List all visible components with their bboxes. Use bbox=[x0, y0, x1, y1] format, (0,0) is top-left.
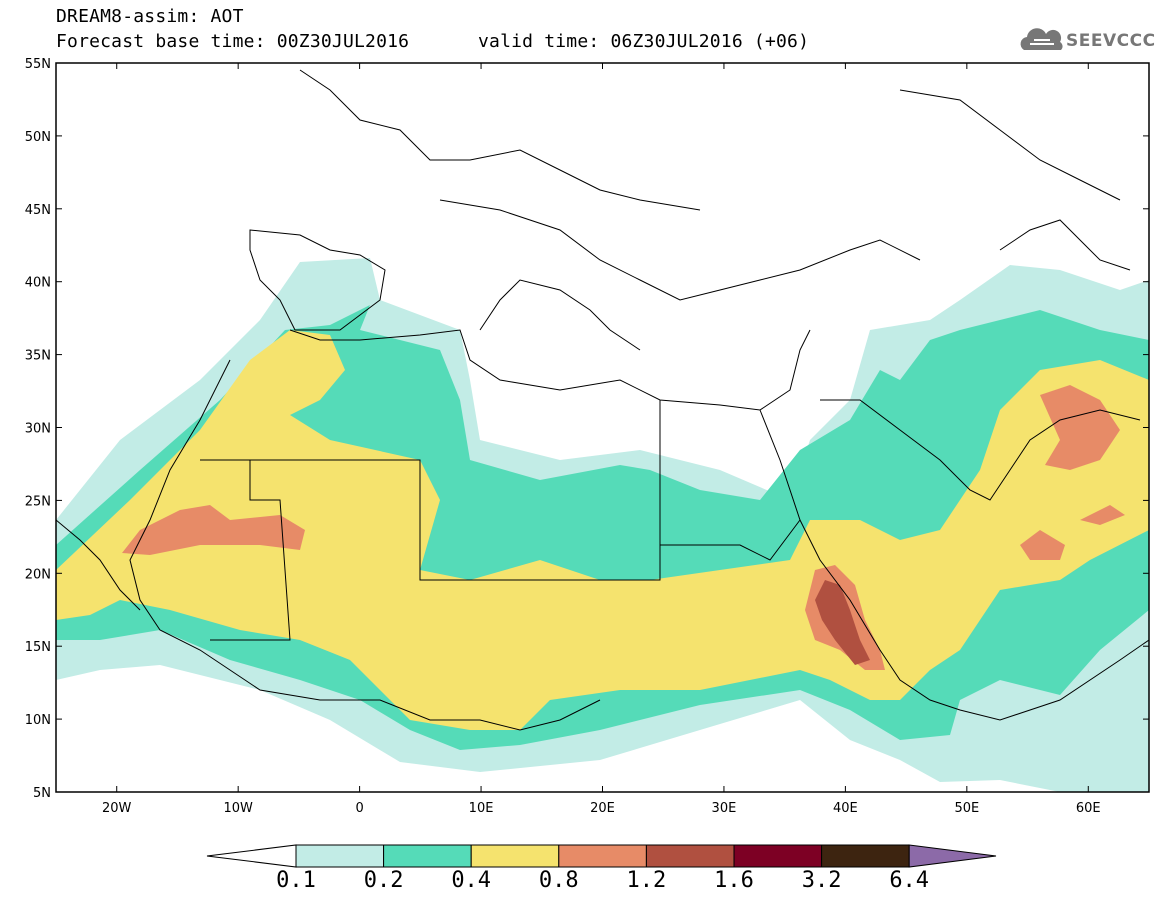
aot-band-0.8-d bbox=[1020, 530, 1065, 560]
colorbar-label: 6.4 bbox=[889, 868, 930, 893]
colorbar-segment bbox=[733, 844, 823, 868]
lon-label: 10E bbox=[469, 801, 494, 816]
lat-label: 10N bbox=[25, 713, 51, 728]
colorbar-segment bbox=[821, 844, 910, 868]
colorbar-segment bbox=[558, 844, 647, 868]
colorbar-segment bbox=[470, 844, 560, 868]
forecast-base-time: Forecast base time: 00Z30JUL2016 bbox=[56, 31, 410, 52]
colorbar-segment bbox=[645, 844, 735, 868]
aot-band-0.8-c bbox=[1040, 385, 1120, 470]
colorbar-arrow-high bbox=[908, 844, 997, 868]
colorbar-segment bbox=[295, 844, 385, 868]
aot-field bbox=[56, 258, 1149, 792]
lon-label: 20W bbox=[102, 801, 132, 816]
lon-label: 30E bbox=[712, 801, 737, 816]
seevccc-logo: SEEVCCC bbox=[1066, 31, 1156, 51]
lon-label: 20E bbox=[590, 801, 615, 816]
lon-label: 50E bbox=[954, 801, 979, 816]
lon-label: 0 bbox=[355, 801, 363, 816]
lat-label: 40N bbox=[25, 276, 51, 291]
colorbar-label: 1.6 bbox=[714, 868, 754, 893]
lat-label: 35N bbox=[25, 349, 51, 364]
lon-label: 10W bbox=[223, 801, 253, 816]
aot-band-0.8-a bbox=[122, 505, 305, 555]
lat-label: 30N bbox=[25, 422, 51, 437]
colorbar-label: 0.4 bbox=[451, 868, 492, 893]
colorbar bbox=[206, 844, 997, 868]
cloud-icon bbox=[1020, 28, 1063, 50]
aot-band-1.2 bbox=[815, 580, 870, 665]
lat-label: 15N bbox=[25, 640, 51, 655]
lon-label: 60E bbox=[1076, 801, 1101, 816]
chart-title: DREAM8-assim: AOT bbox=[56, 6, 244, 27]
lat-label: 20N bbox=[25, 567, 51, 582]
colorbar-label: 0.8 bbox=[538, 868, 579, 893]
colorbar-arrow-low bbox=[206, 844, 297, 868]
aot-band-0.8-e bbox=[1080, 505, 1125, 525]
latitude-axis: 55N 50N 45N 40N 35N 30N 25N 20N 15N 10N 5N bbox=[25, 57, 1149, 801]
lat-label: 55N bbox=[25, 57, 51, 72]
lat-label: 45N bbox=[25, 203, 51, 218]
lat-label: 50N bbox=[25, 130, 51, 145]
lon-label: 40E bbox=[833, 801, 858, 816]
coastlines bbox=[56, 69, 1149, 731]
longitude-axis: 20W 10W 0 10E 20E 30E 40E 50E 60E bbox=[102, 63, 1101, 816]
colorbar-label: 3.2 bbox=[801, 868, 842, 893]
aot-band-0.4 bbox=[56, 330, 1149, 730]
colorbar-label: 0.2 bbox=[363, 868, 404, 893]
colorbar-label: 1.2 bbox=[626, 868, 667, 893]
lat-label: 25N bbox=[25, 494, 51, 509]
colorbar-segment bbox=[383, 844, 472, 868]
valid-time: valid time: 06Z30JUL2016 (+06) bbox=[478, 31, 810, 52]
lat-label: 5N bbox=[33, 786, 51, 801]
colorbar-label: 0.1 bbox=[276, 868, 316, 893]
